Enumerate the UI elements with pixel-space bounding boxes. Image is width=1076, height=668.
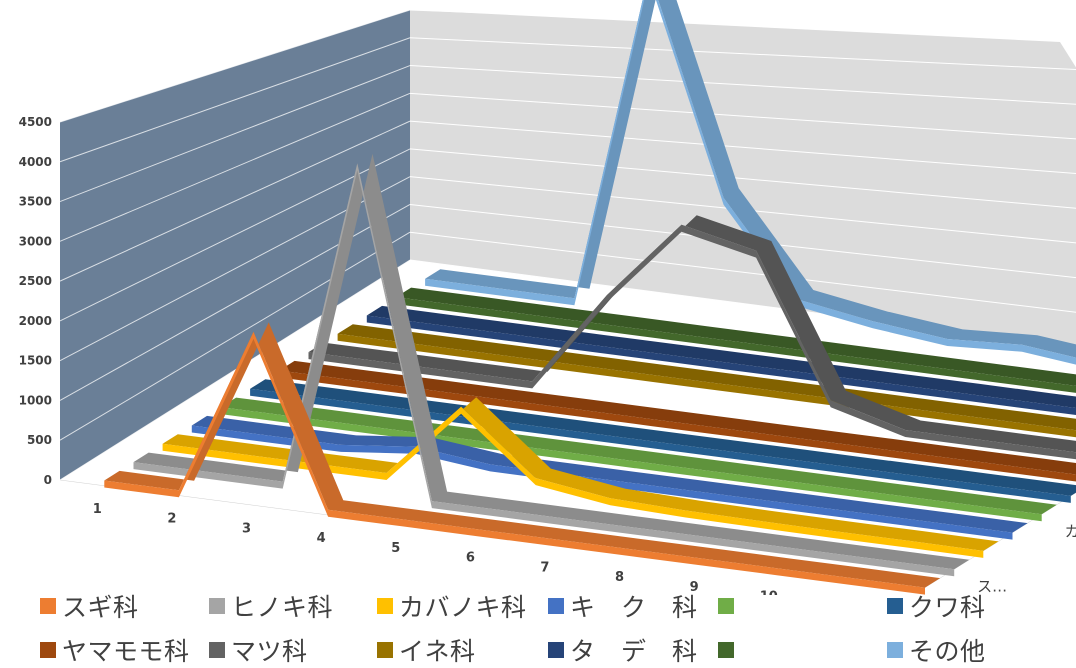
legend-item: タ デ 科 [548, 634, 698, 666]
legend-item: ヤマモモ科 [40, 634, 190, 666]
x-tick-label: 2 [167, 512, 176, 527]
legend-swatch [377, 642, 393, 658]
legend-swatch [718, 642, 734, 658]
legend-item: クワ科 [887, 590, 986, 622]
legend-item [718, 634, 740, 666]
legend-swatch [40, 642, 56, 658]
legend-item: カバノキ科 [377, 590, 527, 622]
legend: スギ科 ヒノキ科 カバノキ科 キ ク 科 クワ科ヤマモモ科マツ科 イネ科 タ デ 科 その他 [0, 588, 1076, 663]
y-tick-label: 2500 [19, 274, 52, 288]
legend-label: クワ科 [909, 588, 986, 624]
legend-item: スギ科 [40, 590, 139, 622]
y-tick-label: 0 [44, 473, 52, 487]
legend-swatch [209, 598, 225, 614]
depth-tick-label: カ… [1065, 523, 1076, 541]
legend-label: スギ科 [62, 588, 139, 624]
chart-svg: 0 500 1000 1500 2000 2500 3000 3500 4000 4500 1 2 3 4… [0, 0, 1076, 595]
legend-swatch [548, 642, 564, 658]
legend-item: イネ科 [377, 634, 476, 666]
legend-label: キ ク 科 [570, 588, 698, 624]
legend-item: マツ科 [209, 634, 308, 666]
x-tick-label: 6 [466, 551, 475, 566]
legend-label: カバノキ科 [399, 588, 527, 624]
legend-label: ヒノキ科 [231, 588, 333, 624]
y-tick-label: 500 [27, 433, 52, 447]
y-tick-label: 1000 [19, 393, 52, 407]
y-tick-label: 3500 [19, 195, 52, 209]
legend-swatch [40, 598, 56, 614]
legend-item: キ ク 科 [548, 590, 698, 622]
x-tick-label: 5 [391, 541, 400, 556]
legend-swatch [548, 598, 564, 614]
legend-swatch [887, 598, 903, 614]
chart-area: 0 500 1000 1500 2000 2500 3000 3500 4000 4500 1 2 3 4… [0, 0, 1076, 595]
legend-swatch [209, 642, 225, 658]
legend-item [718, 590, 740, 622]
y-tick-label: 4000 [19, 155, 52, 169]
y-tick-label: 1500 [19, 354, 52, 368]
y-tick-label: 3000 [19, 234, 52, 248]
x-tick-label: 8 [615, 570, 624, 585]
x-tick-label: 3 [242, 521, 251, 536]
x-tick-label: 7 [540, 560, 549, 575]
y-tick-label: 2000 [19, 314, 52, 328]
x-tick-label: 4 [317, 531, 326, 546]
y-tick-label: 4500 [19, 115, 52, 129]
legend-swatch [718, 598, 734, 614]
legend-swatch [887, 642, 903, 658]
x-tick-label: 1 [93, 502, 102, 517]
legend-item: ヒノキ科 [209, 590, 333, 622]
legend-swatch [377, 598, 393, 614]
legend-item: その他 [887, 634, 986, 666]
